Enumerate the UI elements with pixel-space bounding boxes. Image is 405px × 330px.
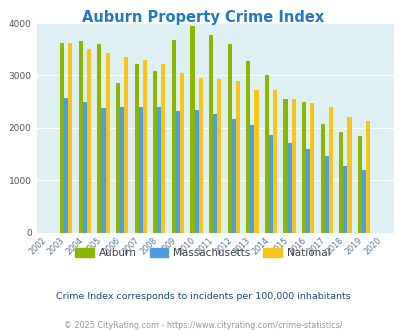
Bar	[101, 109, 105, 233]
Bar	[324, 156, 328, 233]
Bar	[361, 170, 365, 233]
Bar	[194, 110, 198, 233]
Bar	[79, 42, 83, 233]
Bar	[273, 90, 277, 233]
Bar	[268, 135, 273, 233]
Bar	[305, 149, 309, 233]
Bar	[213, 114, 217, 233]
Bar	[227, 44, 231, 233]
Bar	[287, 143, 291, 233]
Bar	[190, 26, 194, 233]
Bar	[357, 136, 361, 233]
Bar	[157, 107, 161, 233]
Bar	[124, 57, 128, 233]
Bar	[246, 61, 250, 233]
Bar	[264, 76, 268, 233]
Text: Crime Index corresponds to incidents per 100,000 inhabitants: Crime Index corresponds to incidents per…	[55, 292, 350, 301]
Bar	[175, 111, 179, 233]
Bar	[64, 98, 68, 233]
Bar	[87, 49, 91, 233]
Bar	[105, 53, 109, 233]
Bar	[343, 166, 347, 233]
Bar	[328, 107, 332, 233]
Bar	[198, 78, 202, 233]
Bar	[301, 102, 305, 233]
Bar	[161, 64, 165, 233]
Bar	[83, 102, 87, 233]
Bar	[365, 120, 369, 233]
Text: © 2025 CityRating.com - https://www.cityrating.com/crime-statistics/: © 2025 CityRating.com - https://www.city…	[64, 321, 341, 330]
Bar	[347, 117, 351, 233]
Bar	[209, 35, 213, 233]
Bar	[171, 40, 175, 233]
Bar	[134, 64, 139, 233]
Bar	[231, 119, 235, 233]
Bar	[339, 132, 343, 233]
Bar	[217, 79, 221, 233]
Bar	[283, 99, 287, 233]
Bar	[139, 107, 143, 233]
Bar	[153, 71, 157, 233]
Bar	[291, 99, 295, 233]
Text: Auburn Property Crime Index: Auburn Property Crime Index	[82, 10, 323, 25]
Bar	[97, 44, 101, 233]
Bar	[179, 73, 183, 233]
Bar	[309, 103, 313, 233]
Bar	[235, 81, 239, 233]
Bar	[120, 107, 124, 233]
Bar	[320, 124, 324, 233]
Bar	[143, 60, 147, 233]
Bar	[60, 43, 64, 233]
Bar	[68, 43, 72, 233]
Bar	[250, 125, 254, 233]
Bar	[254, 90, 258, 233]
Bar	[116, 83, 120, 233]
Legend: Auburn, Massachusetts, National: Auburn, Massachusetts, National	[71, 244, 334, 262]
